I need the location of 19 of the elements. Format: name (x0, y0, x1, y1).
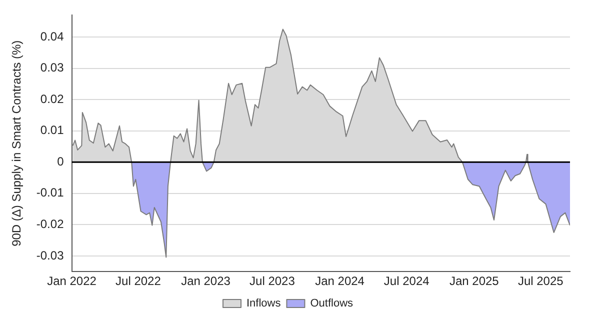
y-tick-label: 0 (57, 154, 64, 168)
x-tick-label: Jul 2022 (116, 274, 162, 288)
y-tick-label: 0.04 (40, 29, 64, 44)
legend-label: Outflows (310, 298, 354, 310)
y-tick-label: 0.03 (40, 60, 64, 75)
x-tick-label: Jan 2023 (181, 274, 231, 288)
x-tick-label: Jan 2024 (315, 274, 365, 288)
x-tick-label: Jul 2025 (518, 274, 564, 288)
y-tick-label: -0.02 (36, 217, 64, 232)
x-tick-label: Jul 2024 (384, 274, 430, 288)
x-tick-label: Jul 2023 (250, 274, 296, 288)
legend-label: Inflows (246, 298, 282, 310)
y-tick-label: -0.03 (36, 248, 64, 262)
y-tick-label: -0.01 (36, 186, 64, 200)
x-tick-label: Jan 2025 (449, 274, 500, 288)
y-tick-label: 0.01 (40, 123, 64, 138)
y-tick-label: 0.02 (40, 92, 64, 106)
y-axis-title: 90D (Δ) Supply in Smart Contracts (%) (10, 40, 24, 246)
x-tick-label: Jan 2022 (47, 274, 97, 288)
